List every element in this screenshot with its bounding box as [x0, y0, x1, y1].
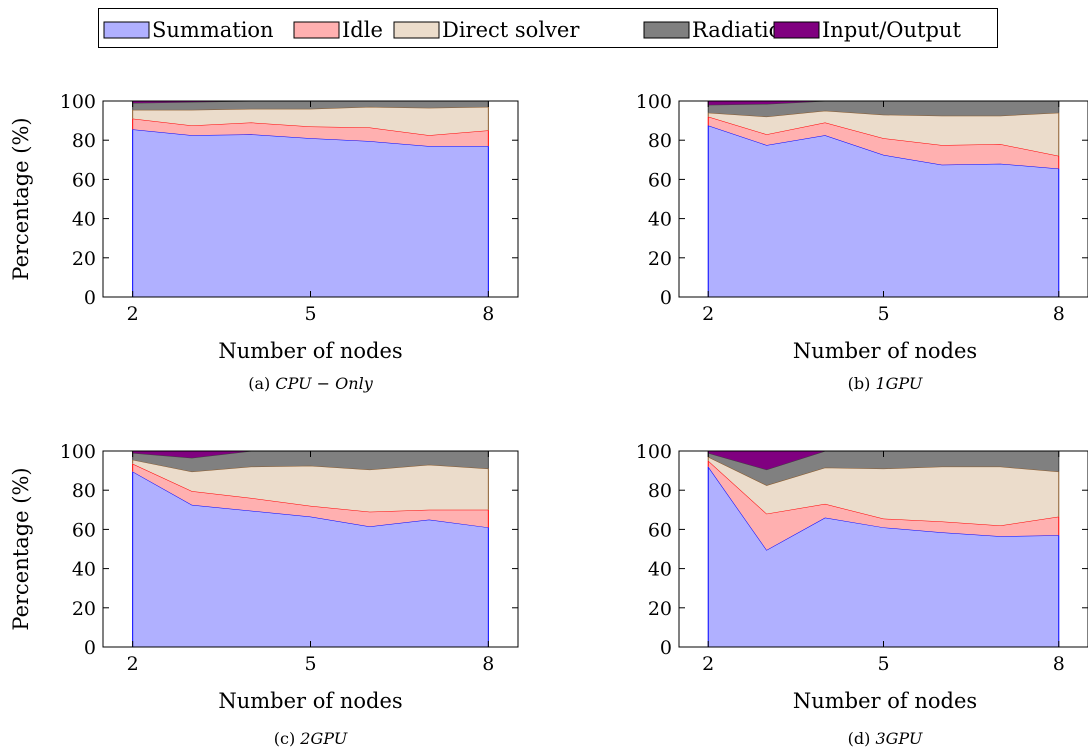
x-tick-label: 2 — [702, 303, 714, 325]
area-radiation — [132, 451, 489, 472]
y-tick-label: 20 — [72, 598, 96, 620]
y-tick-label: 0 — [84, 287, 96, 309]
y-tick-label: 40 — [648, 209, 672, 231]
legend-label-direct-solver: Direct solver — [442, 18, 580, 42]
y-tick-label: 60 — [72, 519, 96, 541]
area-idle — [708, 116, 1059, 169]
legend-label-idle: Idle — [342, 18, 383, 42]
legend: Summation Idle Direct solver Radiation Input… — [98, 8, 998, 48]
y-axis-label: Percentage (%) — [9, 467, 33, 630]
chart-caption: (a) CPU − Only — [248, 374, 373, 393]
chart-panel-2: 0 20 40 60 80 100 2 5 8 Number of nodes Percentage… — [9, 441, 519, 748]
x-tick-label: 5 — [304, 653, 316, 675]
y-tick-label: 40 — [648, 559, 672, 581]
x-tick-label: 5 — [877, 653, 889, 675]
x-tick-label: 8 — [482, 303, 494, 325]
x-axis-label: Number of nodes — [793, 339, 977, 363]
y-tick-label: 100 — [636, 441, 672, 463]
x-tick-label: 5 — [877, 303, 889, 325]
chart-panel-1: 0 20 40 60 80 100 2 5 8 Number of nodes (b) 1GPU — [636, 91, 1088, 393]
area-direct-solver — [132, 459, 489, 512]
y-tick-label: 20 — [648, 248, 672, 270]
y-tick-label: 80 — [648, 130, 672, 152]
area-direct-solver — [708, 110, 1059, 156]
y-tick-label: 60 — [72, 169, 96, 191]
x-tick-label: 2 — [127, 303, 139, 325]
x-tick-label: 8 — [1053, 653, 1065, 675]
legend-swatch-radiation — [643, 21, 690, 39]
y-tick-label: 100 — [60, 441, 96, 463]
legend-label-summation: Summation — [152, 18, 274, 42]
y-axis-label: Percentage (%) — [9, 117, 33, 280]
y-tick-label: 100 — [60, 91, 96, 113]
area-input-output — [708, 451, 1059, 470]
x-tick-label: 8 — [1053, 303, 1065, 325]
chart-panel-0: 0 20 40 60 80 100 2 5 8 Number of nodes Percentage… — [9, 91, 519, 393]
legend-swatch-summation — [103, 21, 150, 39]
area-idle — [132, 118, 489, 147]
legend-swatch-idle — [293, 21, 340, 39]
area-input-output — [708, 101, 1059, 105]
chart-caption: (b) 1GPU — [848, 374, 923, 393]
area-input-output — [132, 451, 489, 458]
area-idle — [132, 463, 489, 528]
legend-swatch-input-output — [773, 21, 820, 39]
x-axis-label: Number of nodes — [218, 339, 402, 363]
area-summation — [132, 129, 489, 297]
chart-caption: (c) 2GPU — [274, 729, 348, 748]
area-idle — [708, 460, 1059, 550]
y-tick-label: 40 — [72, 209, 96, 231]
area-radiation — [708, 451, 1059, 486]
chart-caption: (d) 3GPU — [848, 729, 923, 748]
chart-panel-3: 0 20 40 60 80 100 2 5 8 Number of nodes (d) 3GPU — [636, 441, 1088, 748]
x-tick-label: 2 — [702, 653, 714, 675]
legend-swatch-direct-solver — [393, 21, 440, 39]
legend-label-input-output: Input/Output — [822, 18, 961, 42]
x-tick-label: 2 — [127, 653, 139, 675]
y-tick-label: 60 — [648, 519, 672, 541]
x-axis-label: Number of nodes — [218, 689, 402, 713]
y-tick-label: 0 — [84, 637, 96, 659]
y-tick-label: 40 — [72, 559, 96, 581]
y-tick-label: 20 — [72, 248, 96, 270]
legend-svg: Summation Idle Direct solver Radiation Input… — [103, 18, 961, 42]
y-tick-label: 0 — [660, 637, 672, 659]
x-axis-label: Number of nodes — [793, 689, 977, 713]
area-summation — [708, 466, 1059, 647]
y-tick-label: 80 — [648, 480, 672, 502]
x-tick-label: 5 — [304, 303, 316, 325]
y-tick-label: 100 — [636, 91, 672, 113]
area-summation — [132, 471, 489, 647]
y-tick-label: 0 — [660, 287, 672, 309]
area-direct-solver — [708, 456, 1059, 526]
area-direct-solver — [132, 106, 489, 136]
y-tick-label: 80 — [72, 480, 96, 502]
area-radiation — [708, 101, 1059, 117]
y-tick-label: 80 — [72, 130, 96, 152]
y-tick-label: 20 — [648, 598, 672, 620]
x-tick-label: 8 — [482, 653, 494, 675]
area-summation — [708, 125, 1059, 297]
y-tick-label: 60 — [648, 169, 672, 191]
